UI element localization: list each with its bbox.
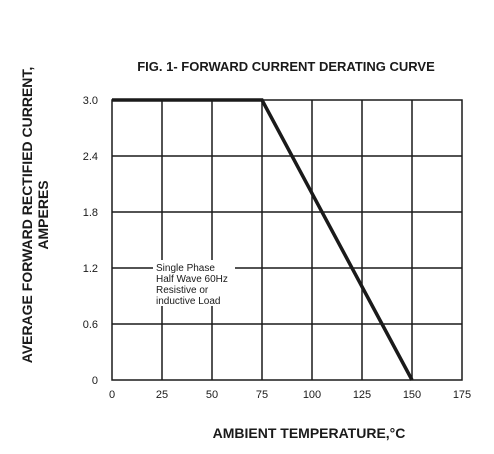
annotation-line-4: inductive Load bbox=[156, 296, 221, 307]
x-tick-label: 50 bbox=[206, 389, 218, 401]
annotation: Single Phase Half Wave 60Hz Resistive or… bbox=[153, 260, 235, 307]
plot-frame bbox=[111, 99, 463, 381]
annotation-line-1: Single Phase bbox=[156, 263, 215, 274]
x-tick-label: 25 bbox=[156, 389, 168, 401]
series bbox=[112, 98, 414, 381]
y-tick-label: 1.8 bbox=[83, 207, 98, 219]
y-tick-labels: 0 0.6 1.2 1.8 2.4 3.0 bbox=[83, 95, 98, 387]
y-axis-title-line-1: AVERAGE FORWARD RECTIFIED CURRENT, bbox=[19, 67, 35, 364]
annotation-line-3: Resistive or bbox=[156, 285, 209, 296]
x-axis-title: AMBIENT TEMPERATURE,°C bbox=[213, 425, 406, 441]
derating-curve-line bbox=[112, 98, 414, 381]
annotation-line-2: Half Wave 60Hz bbox=[156, 274, 228, 285]
x-tick-label: 0 bbox=[109, 389, 115, 401]
x-tick-labels: 0 25 50 75 100 125 150 175 bbox=[109, 389, 471, 401]
plot-area: 0 25 50 75 100 125 150 175 0 0.6 1.2 1.8 2.4 3.0 Sin… bbox=[83, 95, 471, 401]
y-tick-label: 0 bbox=[92, 375, 98, 387]
annotation-background bbox=[153, 260, 235, 306]
grid bbox=[112, 100, 462, 380]
x-tick-label: 75 bbox=[256, 389, 268, 401]
y-tick-label: 0.6 bbox=[83, 319, 98, 331]
x-tick-label: 150 bbox=[403, 389, 421, 401]
y-tick-label: 1.2 bbox=[83, 263, 98, 275]
y-tick-label: 2.4 bbox=[83, 151, 98, 163]
x-tick-label: 100 bbox=[303, 389, 321, 401]
chart-title: FIG. 1- FORWARD CURRENT DERATING CURVE bbox=[137, 59, 435, 74]
x-tick-label: 175 bbox=[453, 389, 471, 401]
y-axis-title-line-2: AMPERES bbox=[35, 180, 51, 249]
y-tick-label: 3.0 bbox=[83, 95, 98, 107]
x-tick-label: 125 bbox=[353, 389, 371, 401]
